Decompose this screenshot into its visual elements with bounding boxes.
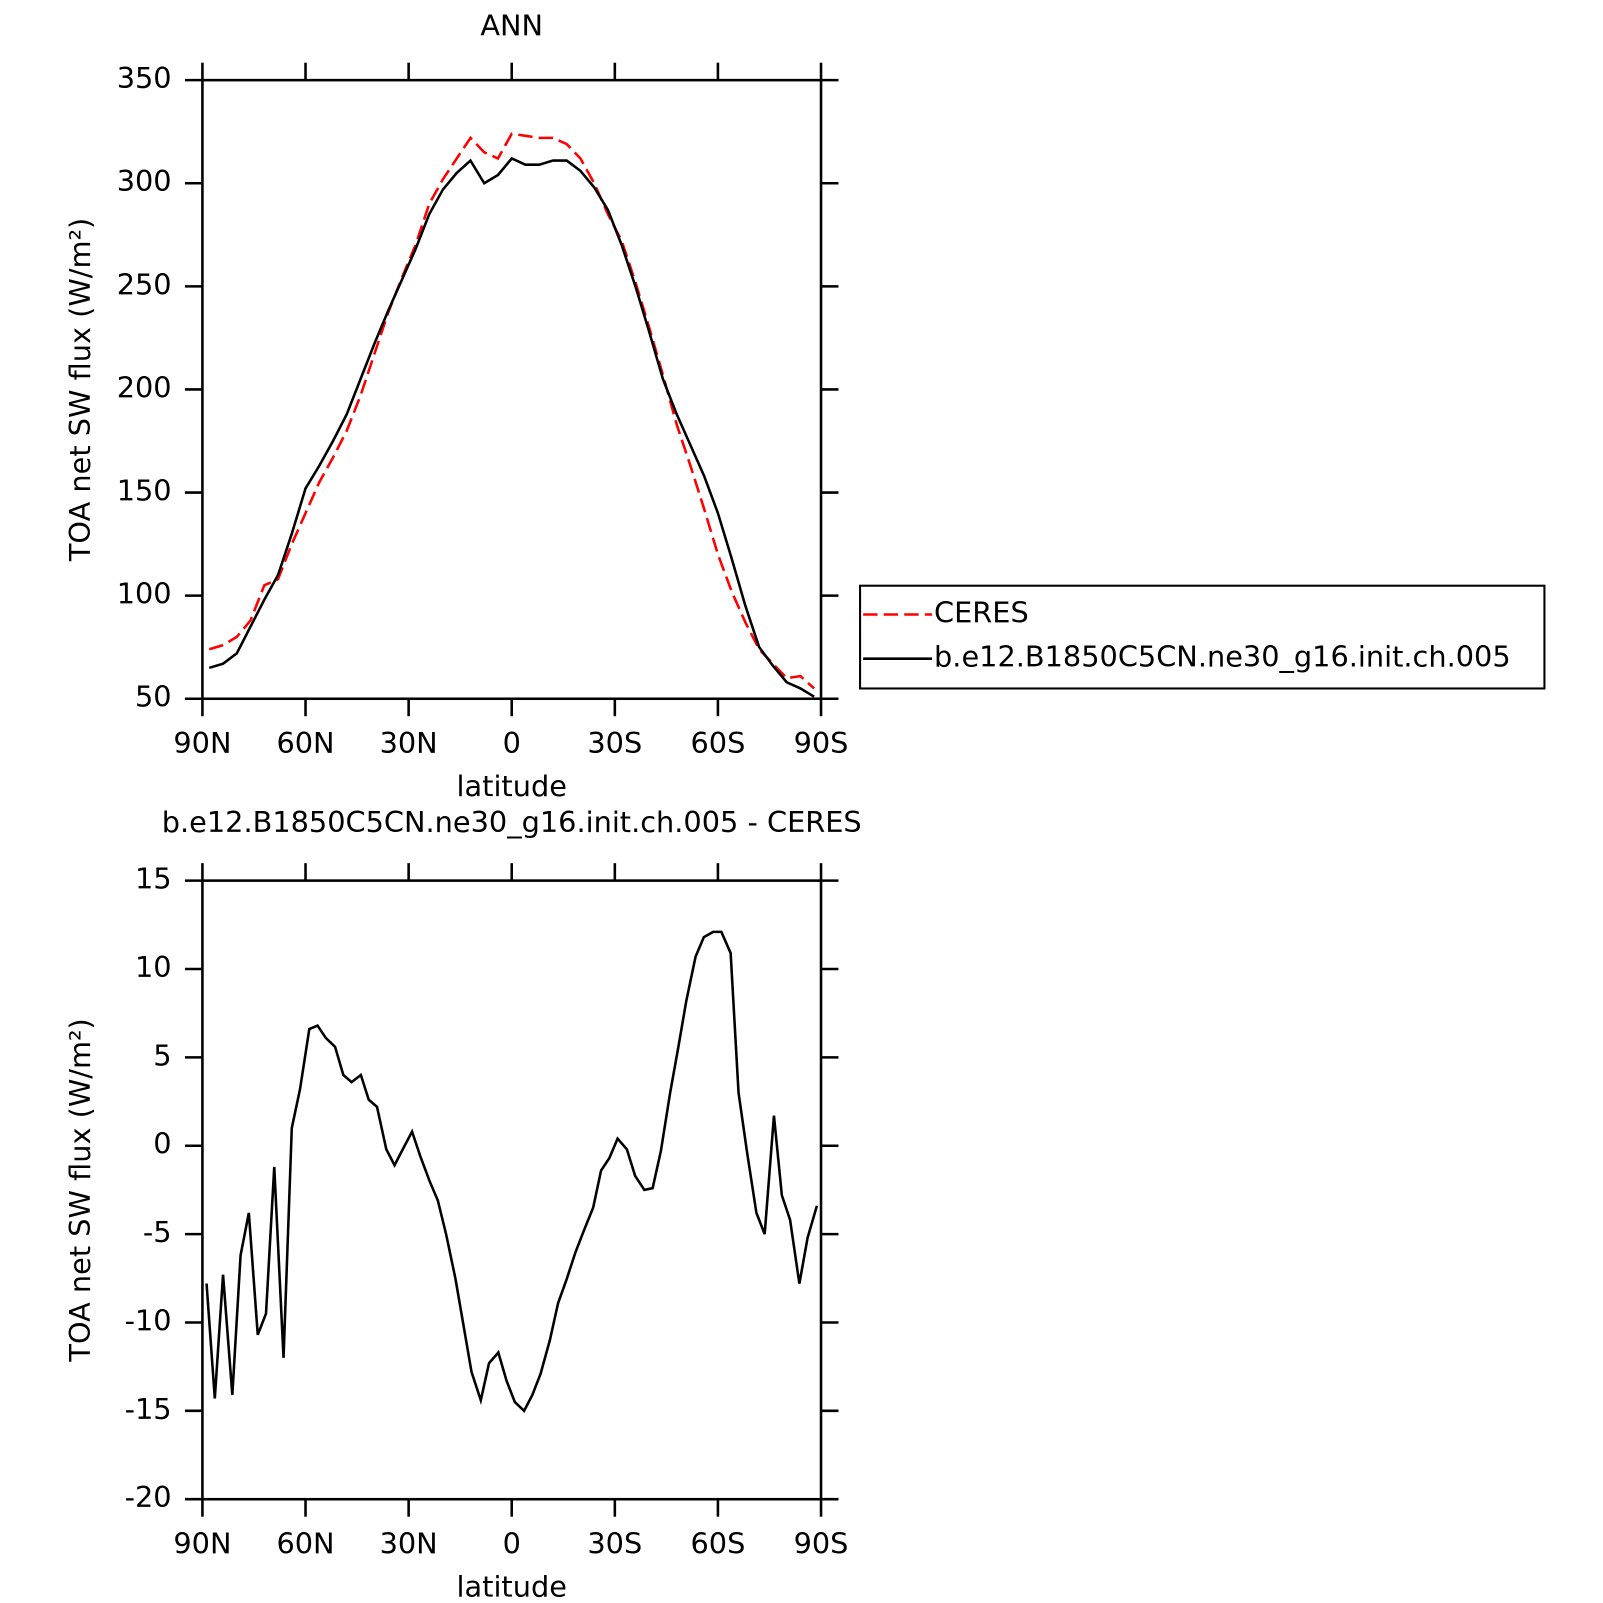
y-axis-label: TOA net SW flux (W/m²) [63, 218, 97, 562]
y-tick-label: 300 [117, 164, 172, 198]
y-tick-label: 100 [117, 577, 172, 611]
y-tick-label: 250 [117, 267, 172, 301]
legend-label: b.e12.B1850C5CN.ne30_g16.init.ch.005 [934, 640, 1511, 674]
data-line [205, 930, 819, 1413]
x-tick-label: 90S [794, 726, 849, 760]
x-axis-label: latitude [457, 1570, 567, 1603]
x-tick-label: 60S [690, 1526, 745, 1560]
y-tick-label: -10 [125, 1303, 172, 1337]
data-line [208, 156, 815, 698]
x-tick-label: 90N [173, 726, 231, 760]
legend-frame [859, 584, 1546, 690]
y-tick-label: 50 [135, 680, 172, 714]
y-tick-label: 5 [153, 1038, 171, 1072]
y-tick-label: 10 [135, 950, 172, 984]
y-tick-label: -5 [143, 1215, 172, 1249]
y-tick-label: 200 [117, 370, 172, 404]
x-tick-label: 60N [276, 726, 334, 760]
legend-label: CERES [934, 595, 1029, 629]
x-tick-label: 60N [276, 1526, 334, 1560]
x-tick-label: 60S [690, 726, 745, 760]
chart-title: ANN [480, 9, 543, 43]
y-tick-label: -20 [125, 1480, 172, 1514]
y-tick-label: -15 [125, 1392, 172, 1426]
x-tick-label: 90S [794, 1526, 849, 1560]
y-tick-label: 15 [135, 862, 172, 896]
chart-title: b.e12.B1850C5CN.ne30_g16.init.ch.005 - C… [162, 805, 862, 839]
x-tick-label: 0 [503, 1526, 521, 1560]
y-axis-label: TOA net SW flux (W/m²) [63, 1018, 97, 1362]
plot-frame [201, 78, 823, 701]
y-tick-label: 150 [117, 474, 172, 508]
x-tick-label: 30N [380, 1526, 438, 1560]
plot-frame [201, 879, 823, 1501]
y-tick-label: 350 [117, 61, 172, 95]
x-tick-label: 30S [587, 726, 642, 760]
x-tick-label: 90N [173, 1526, 231, 1560]
x-axis-label: latitude [457, 769, 567, 803]
y-tick-label: 0 [153, 1127, 171, 1161]
x-tick-label: 30S [587, 1526, 642, 1560]
x-tick-label: 0 [503, 726, 521, 760]
x-tick-label: 30N [380, 726, 438, 760]
data-line [208, 132, 816, 690]
